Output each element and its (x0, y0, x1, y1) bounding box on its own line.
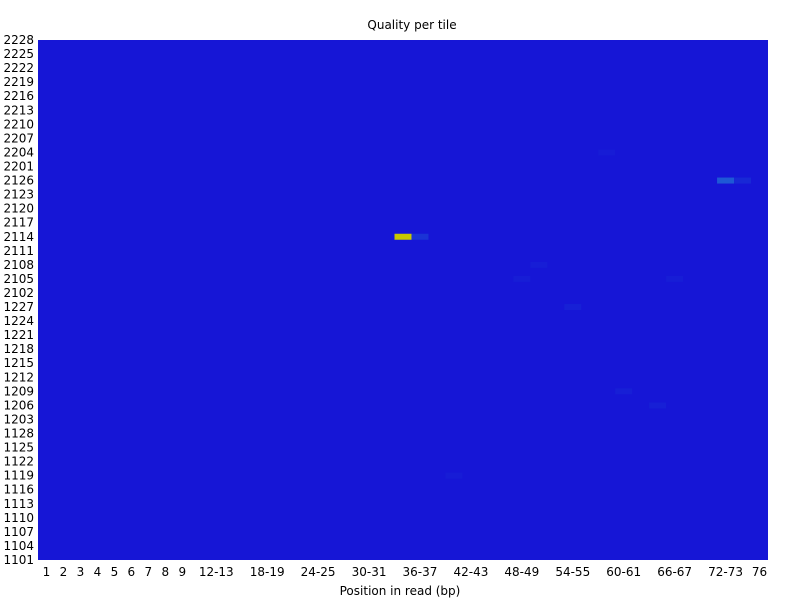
y-tick-label: 2210 (3, 117, 34, 131)
heatmap-cell (649, 402, 667, 409)
x-tick-label: 42-43 (453, 565, 488, 579)
heatmap-plot-area (38, 40, 768, 560)
heatmap-cell (445, 472, 463, 479)
heatmap-cell (666, 275, 684, 282)
y-tick-label: 2108 (3, 258, 34, 272)
x-tick-label: 66-67 (657, 565, 692, 579)
y-tick-label: 1125 (3, 441, 34, 455)
x-tick-label: 1 (43, 565, 51, 579)
x-tick-label: 60-61 (606, 565, 641, 579)
x-tick-label: 2 (60, 565, 68, 579)
y-tick-label: 2228 (3, 33, 34, 47)
chart-title: Quality per tile (367, 18, 456, 32)
heatmap-cell (615, 388, 633, 395)
y-tick-label: 2216 (3, 89, 34, 103)
x-tick-label: 18-19 (250, 565, 285, 579)
y-tick-label: 2213 (3, 103, 34, 117)
y-tick-label: 1203 (3, 412, 34, 426)
x-tick-label: 9 (178, 565, 186, 579)
x-tick-label: 76 (752, 565, 767, 579)
y-tick-label: 2117 (3, 216, 34, 230)
y-tick-label: 1215 (3, 356, 34, 370)
y-tick-label: 2114 (3, 230, 34, 244)
heatmap-cell (394, 233, 412, 240)
y-tick-label: 2204 (3, 145, 34, 159)
y-tick-label: 1116 (3, 483, 34, 497)
x-tick-label: 72-73 (708, 565, 743, 579)
heatmap-cell (564, 304, 582, 311)
heatmap-cell (530, 261, 548, 268)
y-tick-label: 2219 (3, 75, 34, 89)
x-tick-label: 8 (162, 565, 170, 579)
y-tick-label: 1104 (3, 539, 34, 553)
y-tick-label: 2225 (3, 47, 34, 61)
x-tick-label: 4 (94, 565, 102, 579)
y-axis-tick-labels: 2228222522222219221622132210220722042201… (3, 33, 34, 567)
y-tick-label: 2126 (3, 174, 34, 188)
y-tick-label: 1119 (3, 469, 34, 483)
x-tick-label: 48-49 (504, 565, 539, 579)
y-tick-label: 2111 (3, 244, 34, 258)
y-tick-label: 1122 (3, 455, 34, 469)
y-tick-label: 2207 (3, 131, 34, 145)
x-tick-label: 12-13 (199, 565, 234, 579)
x-tick-label: 6 (128, 565, 136, 579)
y-tick-label: 2102 (3, 286, 34, 300)
y-tick-label: 1107 (3, 525, 34, 539)
y-tick-label: 2201 (3, 159, 34, 173)
y-tick-label: 2120 (3, 202, 34, 216)
x-tick-label: 24-25 (301, 565, 336, 579)
x-axis-tick-labels: 1 2 3 4 5 6 7 8 9 12-13 18-19 24-25 30-31 36-37 42-43 4… (43, 565, 767, 579)
heatmap-cell (717, 177, 735, 184)
x-tick-label: 3 (77, 565, 85, 579)
y-tick-label: 1218 (3, 342, 34, 356)
y-tick-label: 1101 (3, 553, 34, 567)
y-tick-label: 1227 (3, 300, 34, 314)
heatmap-cells (394, 149, 752, 479)
y-tick-label: 1128 (3, 427, 34, 441)
y-tick-label: 1110 (3, 511, 34, 525)
x-tick-label: 5 (111, 565, 119, 579)
y-tick-label: 1224 (3, 314, 34, 328)
heatmap-cell (513, 275, 531, 282)
heatmap-cell (411, 233, 429, 240)
y-tick-label: 2123 (3, 188, 34, 202)
heatmap-cell (734, 177, 752, 184)
heatmap-cell (598, 149, 616, 156)
y-tick-label: 2222 (3, 61, 34, 75)
x-tick-label: 54-55 (555, 565, 590, 579)
x-tick-label: 30-31 (352, 565, 387, 579)
x-axis-label: Position in read (bp) (340, 584, 461, 598)
x-tick-label: 7 (145, 565, 153, 579)
y-tick-label: 2105 (3, 272, 34, 286)
y-tick-label: 1209 (3, 384, 34, 398)
y-tick-label: 1221 (3, 328, 34, 342)
y-tick-label: 1206 (3, 398, 34, 412)
y-tick-label: 1212 (3, 370, 34, 384)
x-tick-label: 36-37 (403, 565, 438, 579)
y-tick-label: 1113 (3, 497, 34, 511)
